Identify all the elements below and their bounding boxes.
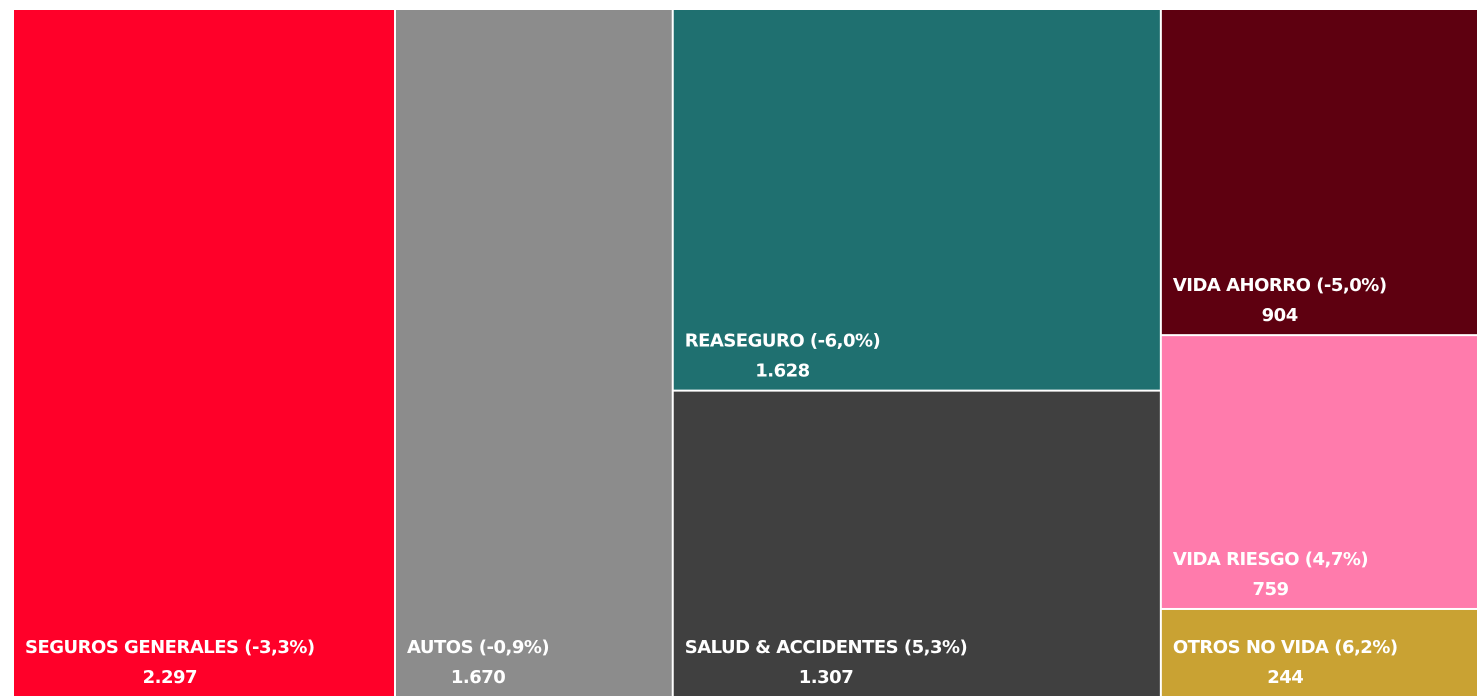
tile-value: 759 <box>1252 579 1288 600</box>
tile-label: VIDA AHORRO (-5,0%) <box>1173 275 1387 296</box>
tile <box>396 10 672 696</box>
tile-value: 244 <box>1267 667 1303 688</box>
tile <box>14 10 395 696</box>
tile <box>1161 10 1477 335</box>
tile-label: OTROS NO VIDA (6,2%) <box>1173 637 1398 658</box>
tile-label: VIDA RIESGO (4,7%) <box>1173 549 1368 570</box>
tile-value: 1.628 <box>755 361 809 382</box>
tile <box>1161 336 1477 608</box>
tile-value: 904 <box>1262 305 1298 326</box>
tile <box>1161 609 1477 696</box>
tile <box>673 391 1160 696</box>
tile-label: SALUD & ACCIDENTES (5,3%) <box>685 637 968 658</box>
tile-value: 2.297 <box>143 667 197 688</box>
tile-value: 1.670 <box>451 667 505 688</box>
tile-label: AUTOS (-0,9%) <box>407 637 549 658</box>
tile-label: SEGUROS GENERALES (-3,3%) <box>25 637 315 658</box>
tile <box>673 10 1160 390</box>
tile-label: REASEGURO (-6,0%) <box>685 331 881 352</box>
tile-value: 1.307 <box>799 667 853 688</box>
